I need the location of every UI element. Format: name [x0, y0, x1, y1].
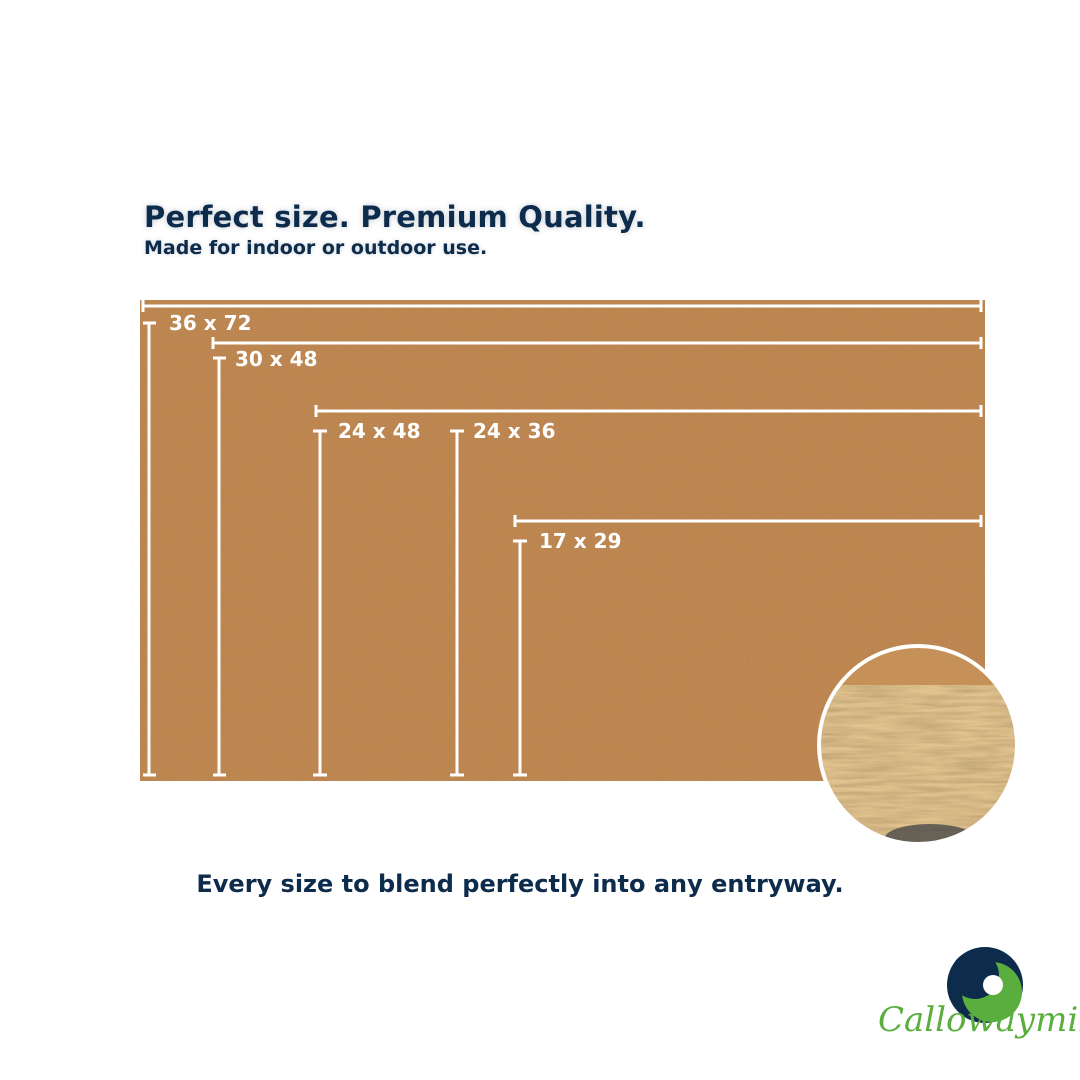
dimension-lines: [141, 300, 983, 777]
brand-logo-wordmark: Callowaymills: [878, 1000, 1080, 1040]
size-label-30x48: 30 x 48: [235, 347, 318, 371]
size-label-24x48: 24 x 48: [338, 419, 421, 443]
size-label-24x36: 24 x 36: [473, 419, 556, 443]
tagline: Every size to blend perfectly into any e…: [196, 870, 844, 898]
size-label-17x29: 17 x 29: [539, 529, 622, 553]
headline: Perfect size. Premium Quality.: [144, 200, 646, 234]
brand-logo-mark: [947, 947, 1023, 1023]
subheadline: Made for indoor or outdoor use.: [144, 237, 488, 259]
size-label-36x72: 36 x 72: [169, 311, 252, 335]
